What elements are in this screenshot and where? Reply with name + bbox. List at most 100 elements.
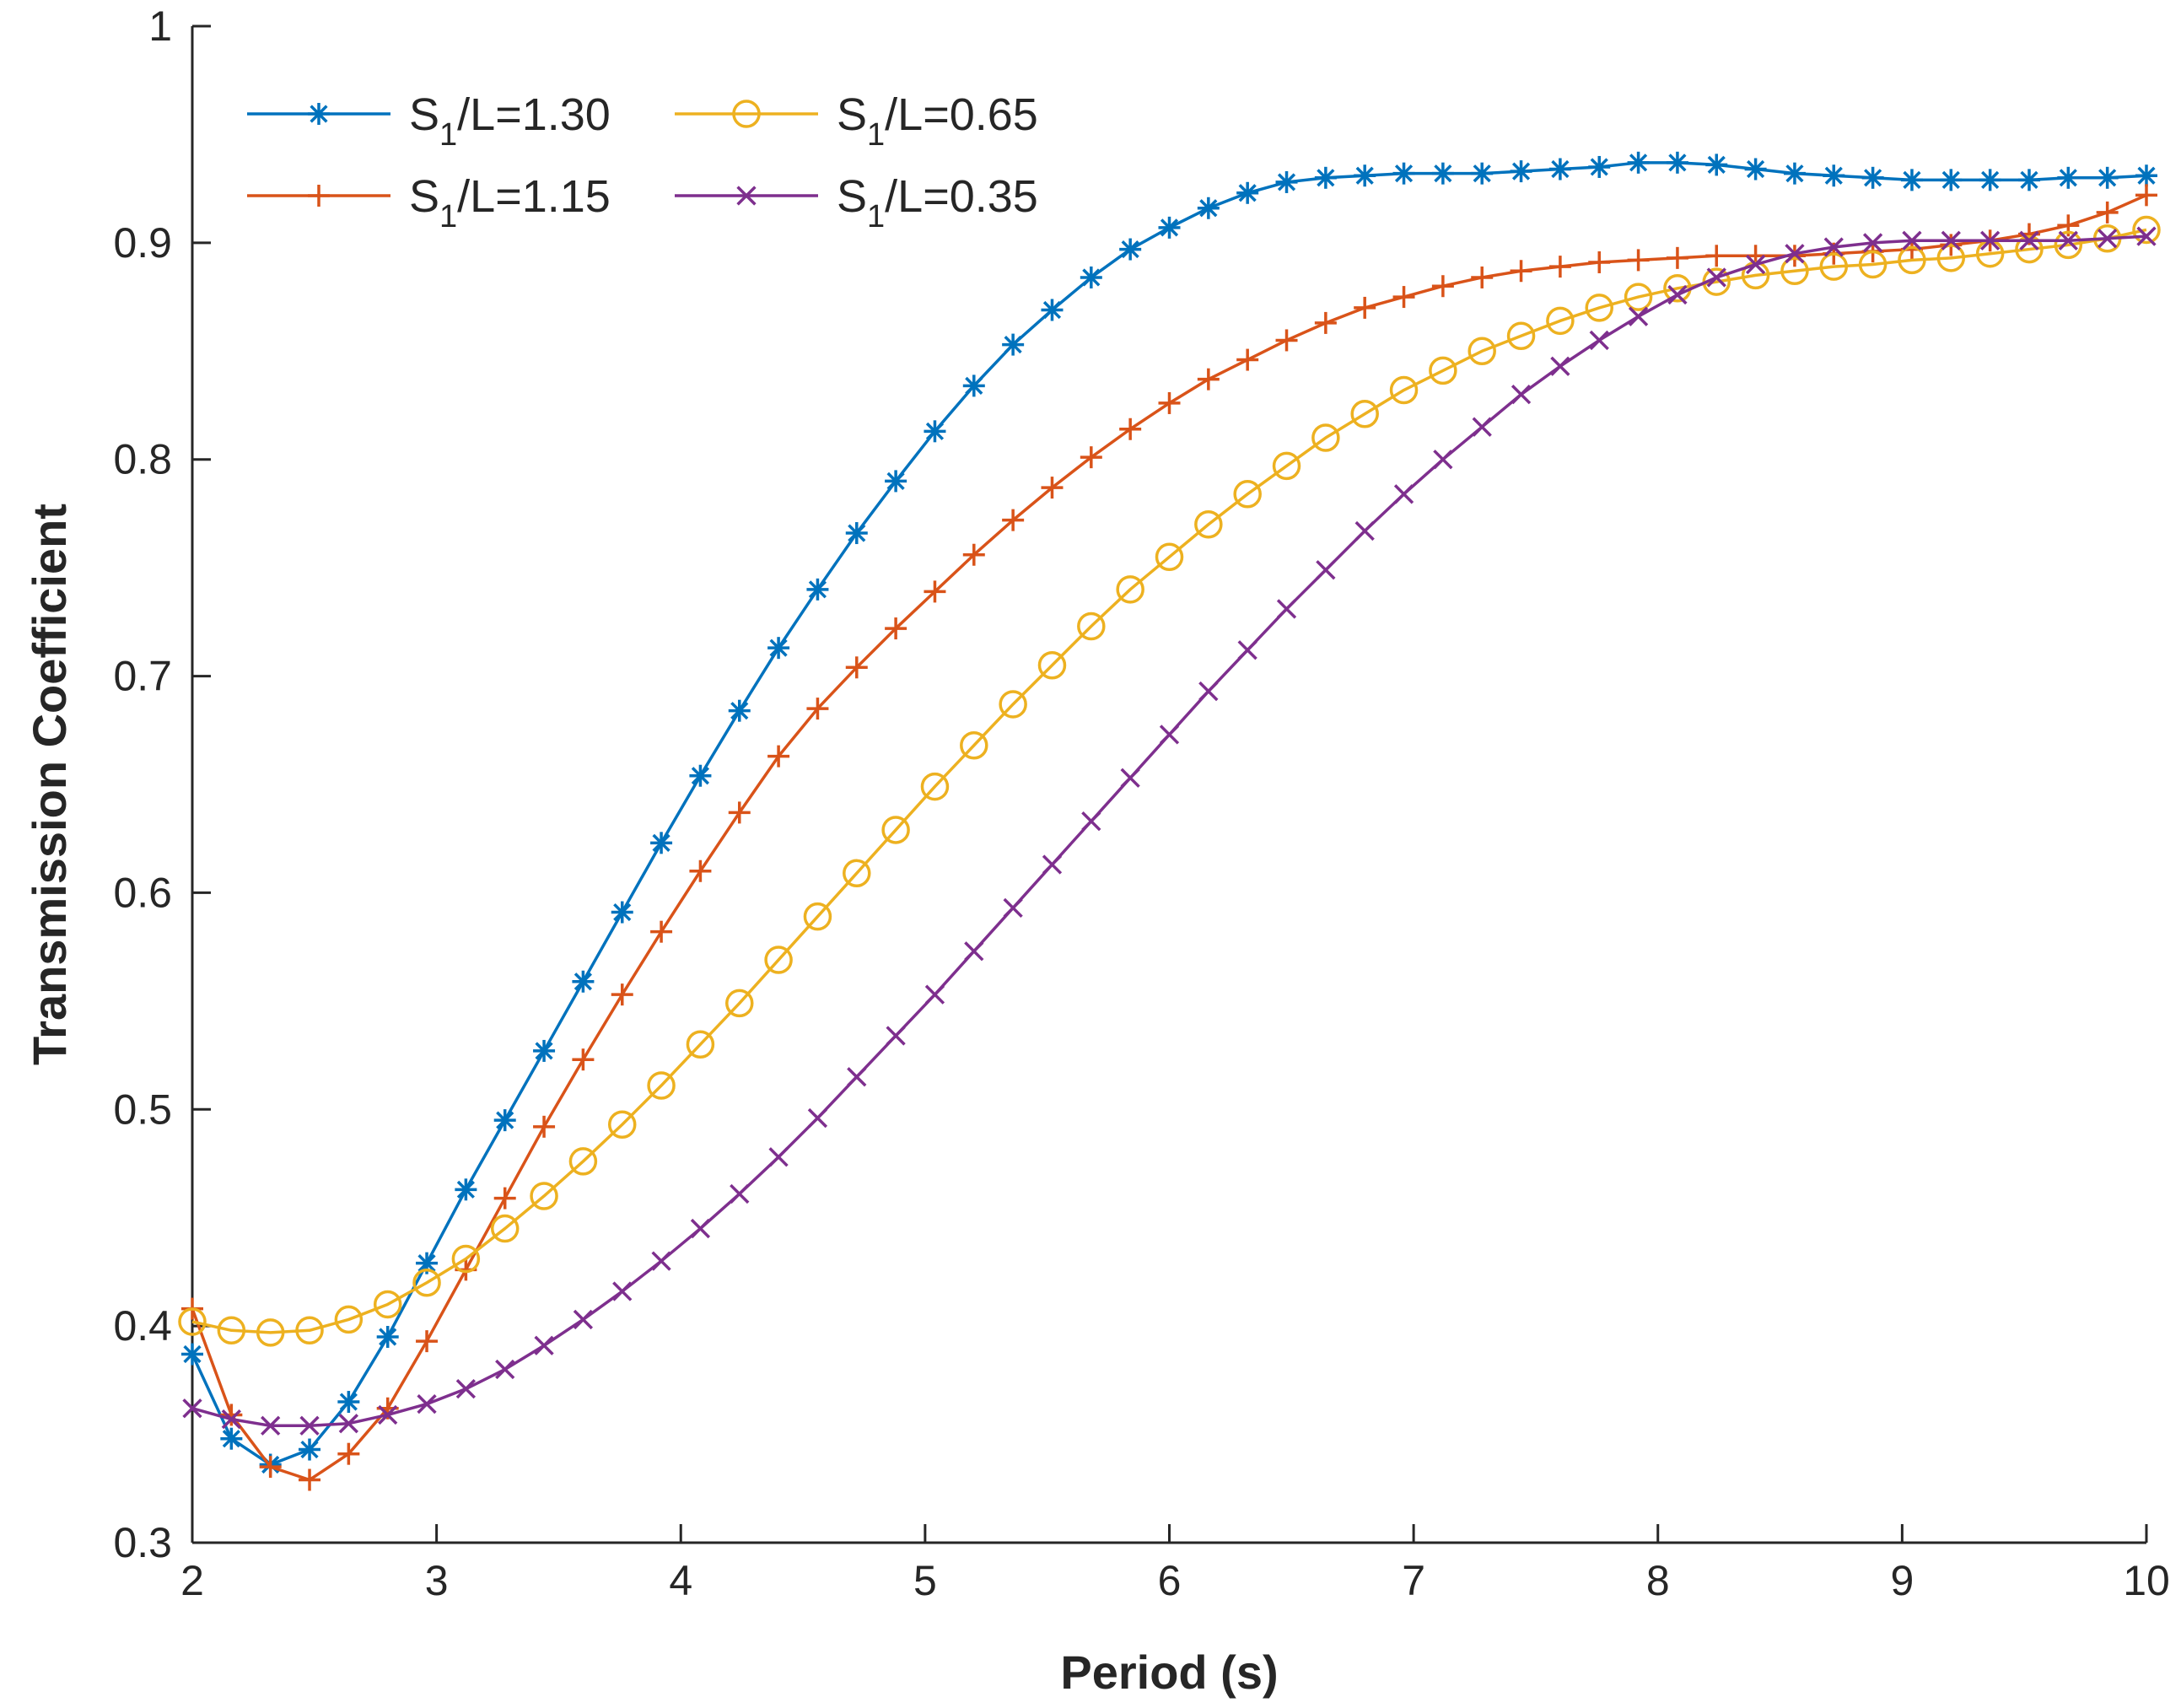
data-point	[1314, 311, 1337, 334]
data-point	[920, 772, 950, 801]
data-point	[607, 1110, 637, 1140]
data-point	[1862, 233, 1883, 253]
data-point	[1392, 286, 1415, 309]
data-point	[451, 1244, 481, 1274]
data-point	[295, 1316, 324, 1345]
data-point	[1116, 575, 1144, 604]
data-point	[2096, 201, 2119, 224]
data-point	[651, 1251, 671, 1271]
data-point	[1237, 640, 1257, 660]
data-point	[1236, 181, 1259, 204]
data-point	[493, 1187, 516, 1210]
data-point	[962, 374, 985, 397]
data-point	[534, 1335, 554, 1355]
data-point	[334, 1305, 364, 1334]
data-point	[1546, 306, 1575, 336]
data-point	[495, 1359, 515, 1380]
data-point	[1041, 477, 1064, 499]
data-point	[1744, 158, 1767, 180]
y-axis-label: Transmission Coefficient	[23, 504, 76, 1065]
data-point	[807, 1107, 828, 1129]
data-point	[1158, 391, 1181, 414]
legend-label: S1/L=1.30	[409, 89, 611, 153]
data-point	[2132, 215, 2161, 245]
data-point	[1120, 768, 1140, 788]
data-point	[1314, 166, 1337, 189]
data-point	[960, 731, 988, 760]
data-point	[689, 764, 712, 787]
data-point	[962, 543, 985, 566]
data-point	[1511, 385, 1532, 405]
data-point	[338, 1414, 358, 1434]
data-point	[764, 946, 793, 974]
data-point	[378, 1404, 398, 1425]
axes: 2 3 4 5 6 7 8 9 10 0.3 0.4 0.5 0.6 0.7 0.8 0.9 1	[113, 3, 2169, 1604]
data-point	[412, 1269, 441, 1297]
legend-marker	[308, 103, 330, 125]
y-tick-label: 0.5	[113, 1086, 172, 1133]
y-tick-label: 0.6	[113, 869, 172, 916]
data-point	[845, 522, 868, 545]
data-point	[1624, 283, 1653, 311]
x-tick-label: 10	[2123, 1557, 2170, 1604]
data-point	[728, 699, 751, 722]
legend-entry-4: S1/L=0.35	[675, 171, 1038, 234]
data-point	[490, 1214, 520, 1243]
data-point	[885, 617, 907, 640]
data-point	[1506, 321, 1536, 351]
x-tick-label: 3	[425, 1557, 449, 1604]
x-tick-label: 4	[669, 1557, 692, 1604]
data-point	[1900, 169, 1923, 191]
data-point	[847, 1067, 867, 1087]
data-point	[1627, 151, 1650, 174]
data-point	[256, 1318, 285, 1347]
data-point	[373, 1290, 402, 1319]
data-point	[1037, 650, 1067, 680]
data-point	[1002, 509, 1025, 531]
y-tick-label: 0.4	[113, 1302, 172, 1350]
data-point	[1819, 252, 1849, 281]
data-point	[964, 941, 984, 962]
data-point	[299, 1468, 321, 1491]
y-tick-label: 0.8	[113, 436, 172, 483]
data-point	[2098, 229, 2118, 249]
data-point	[337, 1442, 360, 1465]
y-tick-label: 0.7	[113, 653, 172, 700]
data-point	[611, 901, 633, 924]
data-point	[1316, 560, 1336, 580]
data-point	[1666, 246, 1688, 269]
data-point	[1823, 237, 1844, 257]
data-point	[924, 984, 945, 1005]
data-point	[1041, 299, 1064, 321]
data-point	[1431, 162, 1454, 185]
data-point	[1272, 451, 1301, 481]
data-point	[1940, 169, 1963, 191]
legend-label: S1/L=0.65	[837, 89, 1038, 153]
data-point	[1194, 510, 1223, 539]
data-point	[650, 920, 673, 943]
data-point	[806, 698, 829, 720]
data-point	[1902, 230, 1922, 251]
data-point	[493, 1109, 516, 1132]
legend-marker	[308, 185, 330, 207]
data-point	[924, 580, 946, 603]
data-point	[1429, 356, 1457, 385]
data-point	[2096, 166, 2119, 189]
data-point	[1080, 446, 1102, 469]
data-point	[1472, 417, 1492, 437]
series-layer	[178, 151, 2161, 1491]
data-point	[1745, 254, 1766, 275]
legend-entry-1: S1/L=1.30	[247, 89, 611, 153]
data-point	[1585, 294, 1613, 322]
data-point	[337, 1391, 360, 1414]
data-point	[689, 859, 712, 882]
data-point	[1510, 260, 1532, 283]
data-point	[1548, 256, 1571, 278]
legend-entry-3: S1/L=0.65	[675, 89, 1038, 153]
data-point	[1389, 375, 1419, 405]
data-point	[182, 1398, 202, 1419]
data-point	[2057, 166, 2080, 189]
data-point	[217, 1316, 246, 1345]
data-point	[806, 578, 829, 601]
